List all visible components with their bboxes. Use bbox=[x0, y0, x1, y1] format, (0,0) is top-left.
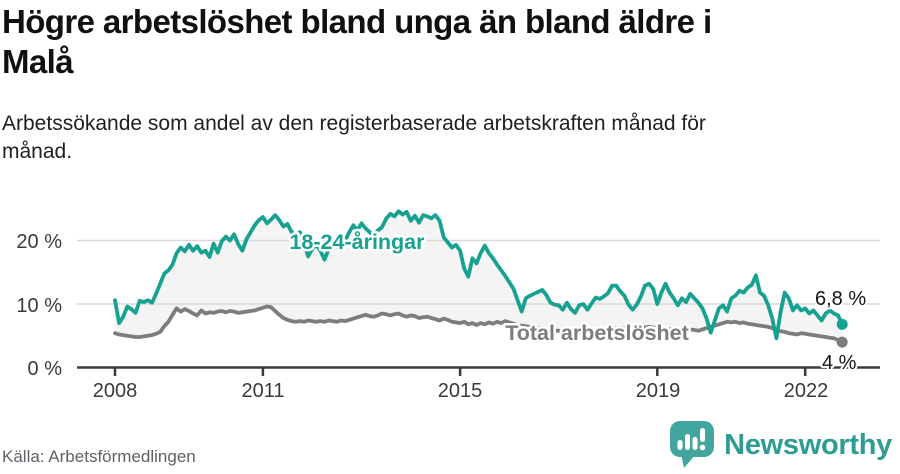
x-tick-label-2008: 2008 bbox=[93, 380, 138, 402]
series-line-total-arbetsloshet bbox=[113, 304, 845, 344]
logo-bar-2 bbox=[685, 434, 691, 450]
subtitle-line-2: månad. bbox=[2, 139, 73, 163]
title-line-1: Högre arbetslöshet bland unga än bland ä… bbox=[2, 3, 712, 40]
end-dot-young bbox=[836, 318, 848, 330]
logo-exclamation-bar bbox=[700, 428, 706, 442]
end-value-label-young: 6,8 % bbox=[815, 288, 866, 310]
logo-bar-3 bbox=[692, 437, 698, 450]
end-dot-total bbox=[836, 336, 848, 348]
newsworthy-logo-icon bbox=[670, 421, 715, 468]
logo-bar-1 bbox=[677, 440, 683, 450]
brand-name: Newsworthy bbox=[724, 428, 892, 461]
unemployment-line-chart: 20 % 10 % 0 % 2008 2011 2015 2019 2022 1… bbox=[16, 209, 880, 403]
logo-bubble-tail bbox=[681, 454, 697, 468]
y-tick-label-10: 10 % bbox=[16, 295, 62, 317]
newsworthy-logo: Newsworthy bbox=[669, 420, 892, 470]
logo-exclamation-dot bbox=[699, 444, 706, 451]
y-tick-label-0: 0 % bbox=[28, 358, 63, 380]
x-tick-label-2019: 2019 bbox=[636, 380, 681, 402]
title-line-2: Malå bbox=[2, 42, 74, 80]
x-tick-label-2022: 2022 bbox=[784, 380, 829, 402]
page-subtitle: Arbetssökande som andel av den registerb… bbox=[2, 110, 862, 166]
series-label-total: Total arbetslöshet bbox=[505, 321, 689, 345]
source-attribution: Källa: Arbetsförmedlingen bbox=[2, 447, 196, 466]
series-label-young: 18-24-åringar bbox=[289, 230, 425, 254]
logo-bubble bbox=[670, 421, 715, 457]
subtitle-line-1: Arbetssökande som andel av den registerb… bbox=[2, 112, 706, 135]
area-band-between-series bbox=[115, 211, 843, 343]
x-tick-label-2015: 2015 bbox=[438, 380, 483, 402]
x-tick-label-2011: 2011 bbox=[241, 380, 284, 402]
page-title: Högre arbetslöshet bland unga än bland ä… bbox=[2, 2, 882, 81]
end-value-label-total: 4 % bbox=[822, 352, 857, 374]
chart-labels: 20 % 10 % 0 % 2008 2011 2015 2019 2022 1… bbox=[16, 228, 868, 403]
series-line-18-24-aringar bbox=[113, 209, 845, 341]
y-tick-label-20: 20 % bbox=[16, 231, 62, 253]
